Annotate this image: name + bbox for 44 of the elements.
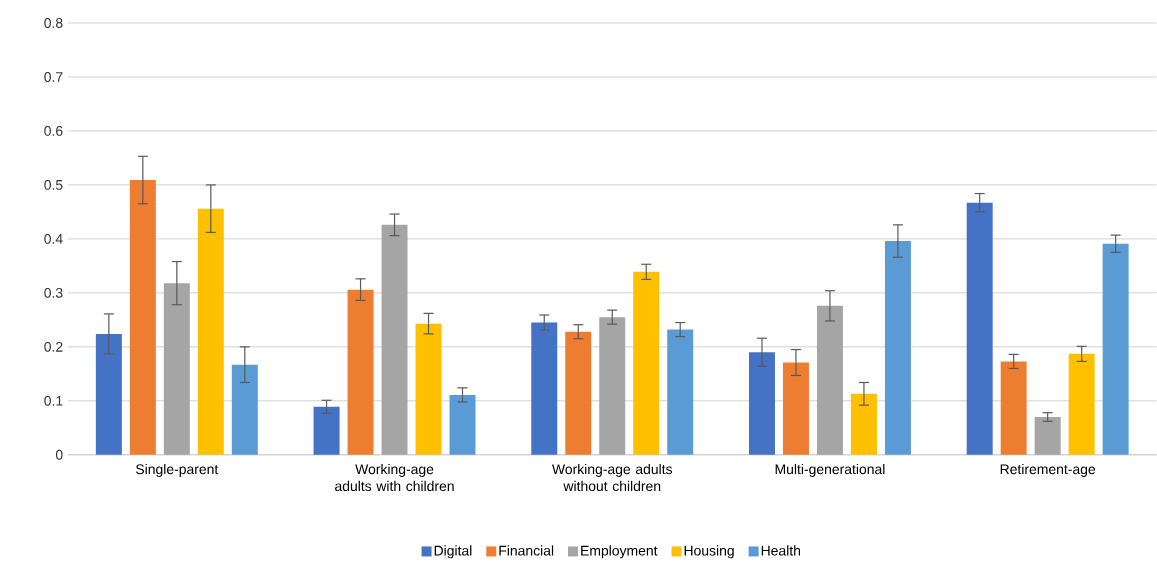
y-tick-label: 0.4 — [44, 234, 63, 244]
y-tick-label: 0.6 — [44, 126, 63, 136]
y-tick-label: 0.7 — [44, 72, 63, 83]
legend-label: Employment — [581, 545, 658, 559]
bar — [884, 241, 911, 455]
legend-label: Digital — [434, 545, 472, 559]
legend-label: Financial — [499, 545, 554, 556]
y-tick-label: 0.2 — [44, 342, 63, 352]
bar — [1034, 417, 1061, 455]
bar — [381, 224, 408, 455]
x-tick-label: Multi-generational — [775, 464, 885, 478]
bar — [531, 322, 558, 455]
y-tick-label: 0.8 — [44, 18, 63, 29]
bar — [449, 395, 476, 455]
bar — [415, 323, 442, 455]
bar — [782, 362, 809, 455]
bar — [850, 393, 877, 455]
bar — [95, 334, 122, 455]
legend-label: Housing — [684, 545, 734, 559]
bar — [197, 208, 224, 455]
bar — [966, 202, 993, 455]
x-tick-label: Working-age adults with children — [335, 464, 454, 492]
bar — [599, 317, 626, 455]
x-tick-label: Single-parent — [136, 464, 219, 478]
bar — [129, 180, 156, 455]
bar — [347, 289, 374, 455]
bar — [1102, 243, 1129, 455]
x-tick-label: Working-age adults without children — [551, 464, 673, 492]
y-tick-label: 0.5 — [44, 180, 63, 190]
bar — [231, 364, 258, 455]
bar — [313, 406, 340, 455]
y-tick-label: 0 — [55, 449, 63, 460]
bar — [1000, 361, 1027, 455]
x-tick-label: Retirement-age — [1000, 464, 1096, 478]
bar — [163, 283, 190, 455]
bar — [633, 271, 660, 455]
legend-label: Health — [761, 545, 801, 556]
bar — [565, 331, 592, 455]
y-tick-label: 0.1 — [44, 396, 63, 406]
bar — [748, 352, 775, 455]
bar — [816, 305, 843, 455]
bar — [1068, 353, 1095, 455]
y-tick-label: 0.3 — [44, 288, 63, 298]
bar — [667, 329, 694, 455]
